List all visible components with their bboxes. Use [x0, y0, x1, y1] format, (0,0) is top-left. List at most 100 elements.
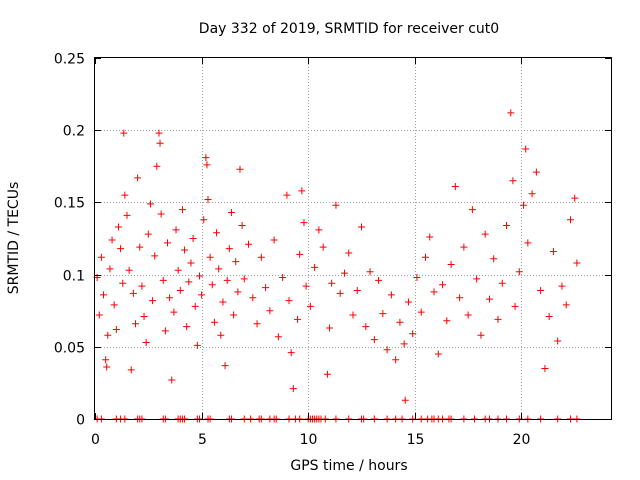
data-point — [204, 196, 212, 204]
data-point — [404, 298, 412, 306]
data-point — [203, 161, 211, 169]
x-tick-label: 0 — [91, 432, 100, 448]
data-point — [198, 291, 206, 299]
data-point — [332, 201, 340, 209]
data-point — [392, 356, 400, 364]
data-point — [566, 216, 574, 224]
data-point — [161, 327, 169, 335]
data-point — [528, 190, 536, 198]
data-point — [193, 341, 201, 349]
data-points — [93, 109, 581, 404]
data-point — [451, 183, 459, 191]
data-point — [421, 253, 429, 261]
data-point — [103, 363, 111, 371]
data-point — [401, 396, 409, 404]
data-point — [157, 210, 165, 218]
data-point — [219, 298, 227, 306]
data-point — [230, 311, 238, 319]
data-point — [311, 263, 319, 271]
data-point — [426, 233, 434, 241]
data-point — [170, 308, 178, 316]
grid-lines — [95, 58, 611, 419]
data-point — [417, 308, 425, 316]
data-point — [481, 230, 489, 238]
data-point — [121, 191, 129, 199]
data-point — [473, 275, 481, 283]
data-point — [537, 286, 545, 294]
data-point — [498, 279, 506, 287]
data-point — [434, 350, 442, 358]
data-point — [225, 245, 233, 253]
data-point — [213, 229, 221, 237]
data-point — [206, 253, 214, 261]
data-point — [507, 109, 515, 117]
data-point — [300, 219, 308, 227]
data-point — [326, 324, 334, 332]
data-point — [541, 364, 549, 372]
x-axis-title: GPS time / hours — [290, 458, 407, 474]
data-point — [262, 284, 270, 292]
x-axis-ticks: 0 5 10 15 20 — [91, 58, 530, 448]
data-point — [520, 201, 528, 209]
data-point — [554, 337, 562, 345]
data-point — [136, 243, 144, 251]
y-tick-label: 0.25 — [54, 52, 85, 68]
data-point — [227, 209, 235, 217]
data-point — [97, 253, 105, 261]
data-point — [117, 245, 125, 253]
y-tick-label: 0.2 — [63, 124, 85, 140]
data-point — [134, 174, 142, 182]
data-point — [477, 331, 485, 339]
data-point — [119, 279, 127, 287]
data-point — [270, 236, 278, 244]
data-point — [490, 255, 498, 263]
data-point — [112, 325, 120, 333]
data-point — [138, 282, 146, 290]
data-point — [460, 243, 468, 251]
x-tick-label: 10 — [300, 432, 318, 448]
data-point — [236, 165, 244, 173]
data-point — [532, 168, 540, 176]
data-point — [439, 281, 447, 289]
data-point — [447, 260, 455, 268]
data-point — [178, 206, 186, 214]
data-point — [306, 302, 314, 310]
data-point — [140, 312, 148, 320]
data-point — [123, 211, 131, 219]
data-point — [217, 331, 225, 339]
data-point — [202, 154, 210, 162]
data-point — [503, 222, 511, 230]
data-point — [191, 302, 199, 310]
chart-title: Day 332 of 2019, SRMTID for receiver cut… — [199, 21, 499, 37]
data-point — [509, 177, 517, 185]
data-point — [345, 249, 353, 257]
data-point — [146, 200, 154, 208]
data-point — [319, 243, 327, 251]
x-tick-label: 20 — [513, 432, 531, 448]
data-point — [511, 302, 519, 310]
data-point — [144, 230, 152, 238]
data-point — [176, 286, 184, 294]
data-point — [183, 323, 191, 331]
data-point — [102, 356, 110, 364]
data-point — [571, 194, 579, 202]
y-tick-label: 0 — [76, 413, 85, 429]
data-point — [95, 311, 103, 319]
data-point — [208, 281, 216, 289]
data-point — [127, 366, 135, 374]
data-point — [163, 239, 171, 247]
data-point — [221, 362, 229, 370]
data-point — [443, 317, 451, 325]
data-point — [468, 206, 476, 214]
data-point — [545, 312, 553, 320]
data-point — [266, 307, 274, 315]
data-point — [336, 289, 344, 297]
data-point — [114, 223, 122, 231]
data-point — [323, 370, 331, 378]
data-point — [100, 291, 108, 299]
data-point — [153, 162, 161, 170]
data-point — [370, 336, 378, 344]
data-point — [223, 276, 231, 284]
data-point — [215, 265, 223, 273]
